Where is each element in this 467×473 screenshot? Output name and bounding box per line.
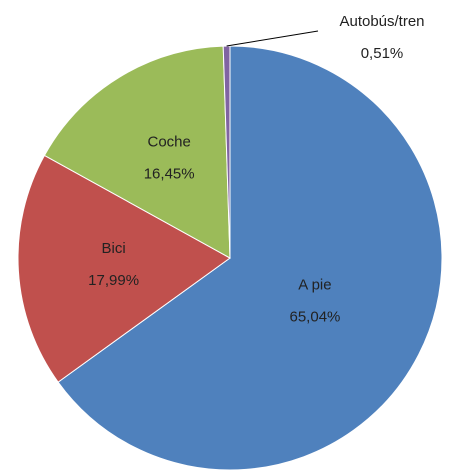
slice-value-label: 17,99%	[88, 272, 139, 289]
leader-line	[226, 30, 319, 47]
slice-label: Autobús/tren	[339, 13, 424, 30]
pie-slice	[222, 45, 231, 259]
slice-value-label: 65,04%	[290, 308, 341, 325]
slice-label: A pie	[298, 276, 331, 293]
pie-slice	[43, 45, 231, 259]
slice-label: Bici	[102, 240, 126, 257]
pie-slice	[17, 154, 231, 383]
slice-value-label: 0,51%	[361, 45, 404, 62]
slice-label: Coche	[147, 133, 190, 150]
slice-value-label: 16,45%	[144, 165, 195, 182]
pie-slice	[57, 45, 443, 471]
